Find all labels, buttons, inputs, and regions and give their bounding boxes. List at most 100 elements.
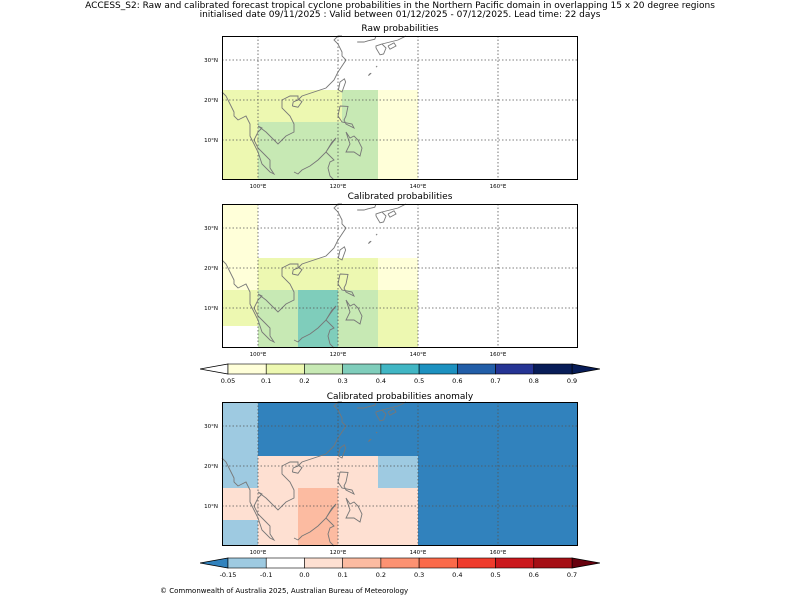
colorbar-tick-label: 0.7 (567, 571, 577, 579)
colorbar-tick-label: 0.8 (529, 377, 539, 385)
coastline (368, 72, 372, 76)
colorbar-swatch (457, 557, 496, 569)
map-svg: 100°E 120°E 140°E 160°E 10°N 20°N 30°N (204, 35, 578, 190)
panel-title-anomaly: Calibrated probabilities anomaly (326, 392, 474, 402)
probability-cell (222, 488, 258, 520)
coastline (293, 517, 335, 547)
coastline (221, 203, 347, 344)
colorbar-swatch (533, 363, 573, 375)
latitude-tick-label: 30°N (204, 58, 218, 64)
coastline (337, 246, 347, 261)
latitude-tick-label: 10°N (204, 306, 218, 312)
colorbar-swatch (418, 363, 458, 375)
colorbar-swatch (418, 557, 458, 569)
coastline (387, 408, 397, 416)
coastline (221, 401, 347, 542)
coastline (375, 409, 387, 422)
coastline (345, 299, 363, 325)
coastline (381, 203, 407, 213)
colorbar-over-arrow (571, 557, 601, 569)
anomaly-map: 100°E 120°E 140°E 160°E 10°N 20°N 30°N (204, 401, 578, 556)
copyright-footer: © Commonwealth of Australia 2025, Austra… (160, 587, 409, 595)
figure-title-line-1: ACCESS_S2: Raw and calibrated forecast t… (85, 1, 715, 11)
colorbar-tick-label: 0.3 (414, 571, 424, 579)
probability-cell (222, 402, 258, 546)
coastline (337, 273, 356, 298)
coastline (357, 203, 377, 211)
coastline (325, 305, 337, 321)
colorbar-tick-label: 0.9 (567, 377, 577, 385)
colorbar-swatch (265, 363, 305, 375)
colorbar-swatch (495, 363, 535, 375)
coastline (345, 131, 363, 157)
latitude-tick-label: 20°N (204, 98, 218, 104)
panel-title-raw: Raw probabilities (361, 24, 439, 34)
coastline (291, 99, 303, 108)
colorbar-swatch (457, 363, 496, 375)
map-svg: 100°E 120°E 140°E 160°E 10°N 20°N 30°N (204, 203, 578, 358)
coastline (375, 211, 387, 224)
panel-title-calibrated: Calibrated probabilities (347, 192, 453, 202)
latitude-tick-label: 30°N (204, 424, 218, 430)
coastline (357, 401, 377, 409)
probability-cell (378, 456, 418, 488)
coastline (291, 267, 303, 276)
latitude-tick-label: 30°N (204, 226, 218, 232)
longitude-tick-label: 100°E (250, 352, 267, 358)
colorbar-tick-label: 0.05 (221, 377, 235, 385)
map-frame (222, 204, 578, 348)
colorbar-swatch (380, 363, 420, 375)
longitude-tick-label: 140°E (410, 352, 427, 358)
longitude-tick-label: 160°E (490, 352, 507, 358)
coastline (221, 35, 347, 176)
colorbar-swatch (495, 557, 535, 569)
coastline (368, 240, 372, 244)
colorbar-tick-label: 0.5 (490, 571, 500, 579)
latitude-tick-label: 10°N (204, 504, 218, 510)
probability-cell (258, 122, 338, 180)
colorbar-swatch (342, 363, 382, 375)
calibrated-probabilities-map: 100°E 120°E 140°E 160°E 10°N 20°N 30°N (204, 203, 578, 358)
colorbar-tick-label: 0.6 (529, 571, 539, 579)
longitude-tick-label: 100°E (250, 550, 267, 556)
colorbar-svg: 0.05 0.1 0.2 0.3 0.4 0.5 0.6 0.7 0.8 0.9 (199, 363, 601, 385)
coastline (337, 471, 356, 496)
anomaly-colorbar: -0.15 -0.1 0.0 0.1 0.2 0.3 0.4 0.5 0.6 0.7 (199, 557, 601, 583)
probability-cell (298, 488, 338, 546)
coastline (368, 438, 372, 442)
coastline (293, 151, 335, 181)
longitude-tick-label: 120°E (330, 184, 347, 190)
probability-cell (338, 290, 378, 348)
colorbar-under-arrow (199, 557, 229, 569)
map-frame (222, 402, 578, 546)
colorbar-tick-label: 0.4 (376, 377, 386, 385)
colorbar-swatch (265, 557, 305, 569)
coastline (337, 105, 356, 130)
colorbar-swatch (304, 557, 343, 569)
coastline (357, 35, 377, 43)
longitude-tick-label: 120°E (330, 550, 347, 556)
coastline (375, 43, 387, 56)
map-frame (222, 36, 578, 180)
colorbar-tick-label: 0.2 (299, 377, 309, 385)
colorbar-swatch (227, 557, 267, 569)
colorbar-tick-label: 0.4 (452, 571, 462, 579)
colorbar-swatch (342, 557, 382, 569)
longitude-tick-label: 100°E (250, 184, 267, 190)
colorbar-swatch (304, 363, 343, 375)
coastline (387, 210, 397, 218)
coastline (381, 35, 407, 45)
coastline (293, 319, 335, 349)
colorbar-tick-label: 0.6 (452, 377, 462, 385)
raw-probabilities-map: 100°E 120°E 140°E 160°E 10°N 20°N 30°N (204, 35, 578, 190)
colorbar-tick-label: 0.7 (490, 377, 500, 385)
probability-cell (258, 456, 378, 488)
coastline (337, 444, 347, 459)
colorbar-swatch (533, 557, 573, 569)
map-svg: 100°E 120°E 140°E 160°E 10°N 20°N 30°N (204, 401, 578, 556)
longitude-tick-label: 160°E (490, 550, 507, 556)
longitude-tick-label: 120°E (330, 352, 347, 358)
figure-title-line-2: initialised date 09/11/2025 : Valid betw… (199, 10, 601, 20)
coastline (381, 401, 407, 411)
colorbar-swatch (227, 363, 267, 375)
